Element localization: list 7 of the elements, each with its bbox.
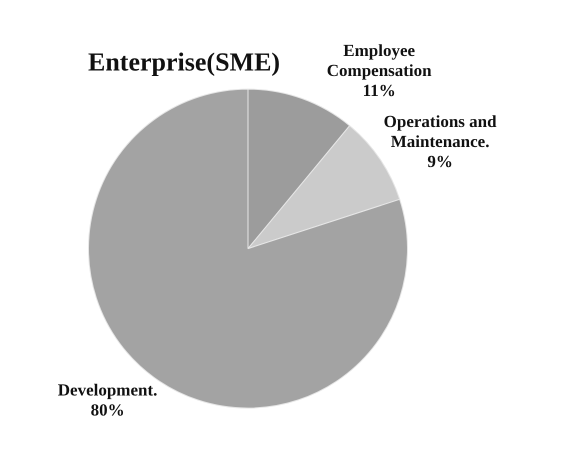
data-label: 11% — [362, 80, 396, 100]
chart-title: Enterprise(SME) — [88, 47, 280, 76]
slice-label: Operations and Maintenance. — [384, 112, 498, 152]
slice-label: Employee Compensation — [326, 40, 432, 80]
data-label: 9% — [427, 152, 453, 172]
slice-label: Development. — [58, 380, 158, 400]
data-label: 80% — [90, 400, 125, 420]
